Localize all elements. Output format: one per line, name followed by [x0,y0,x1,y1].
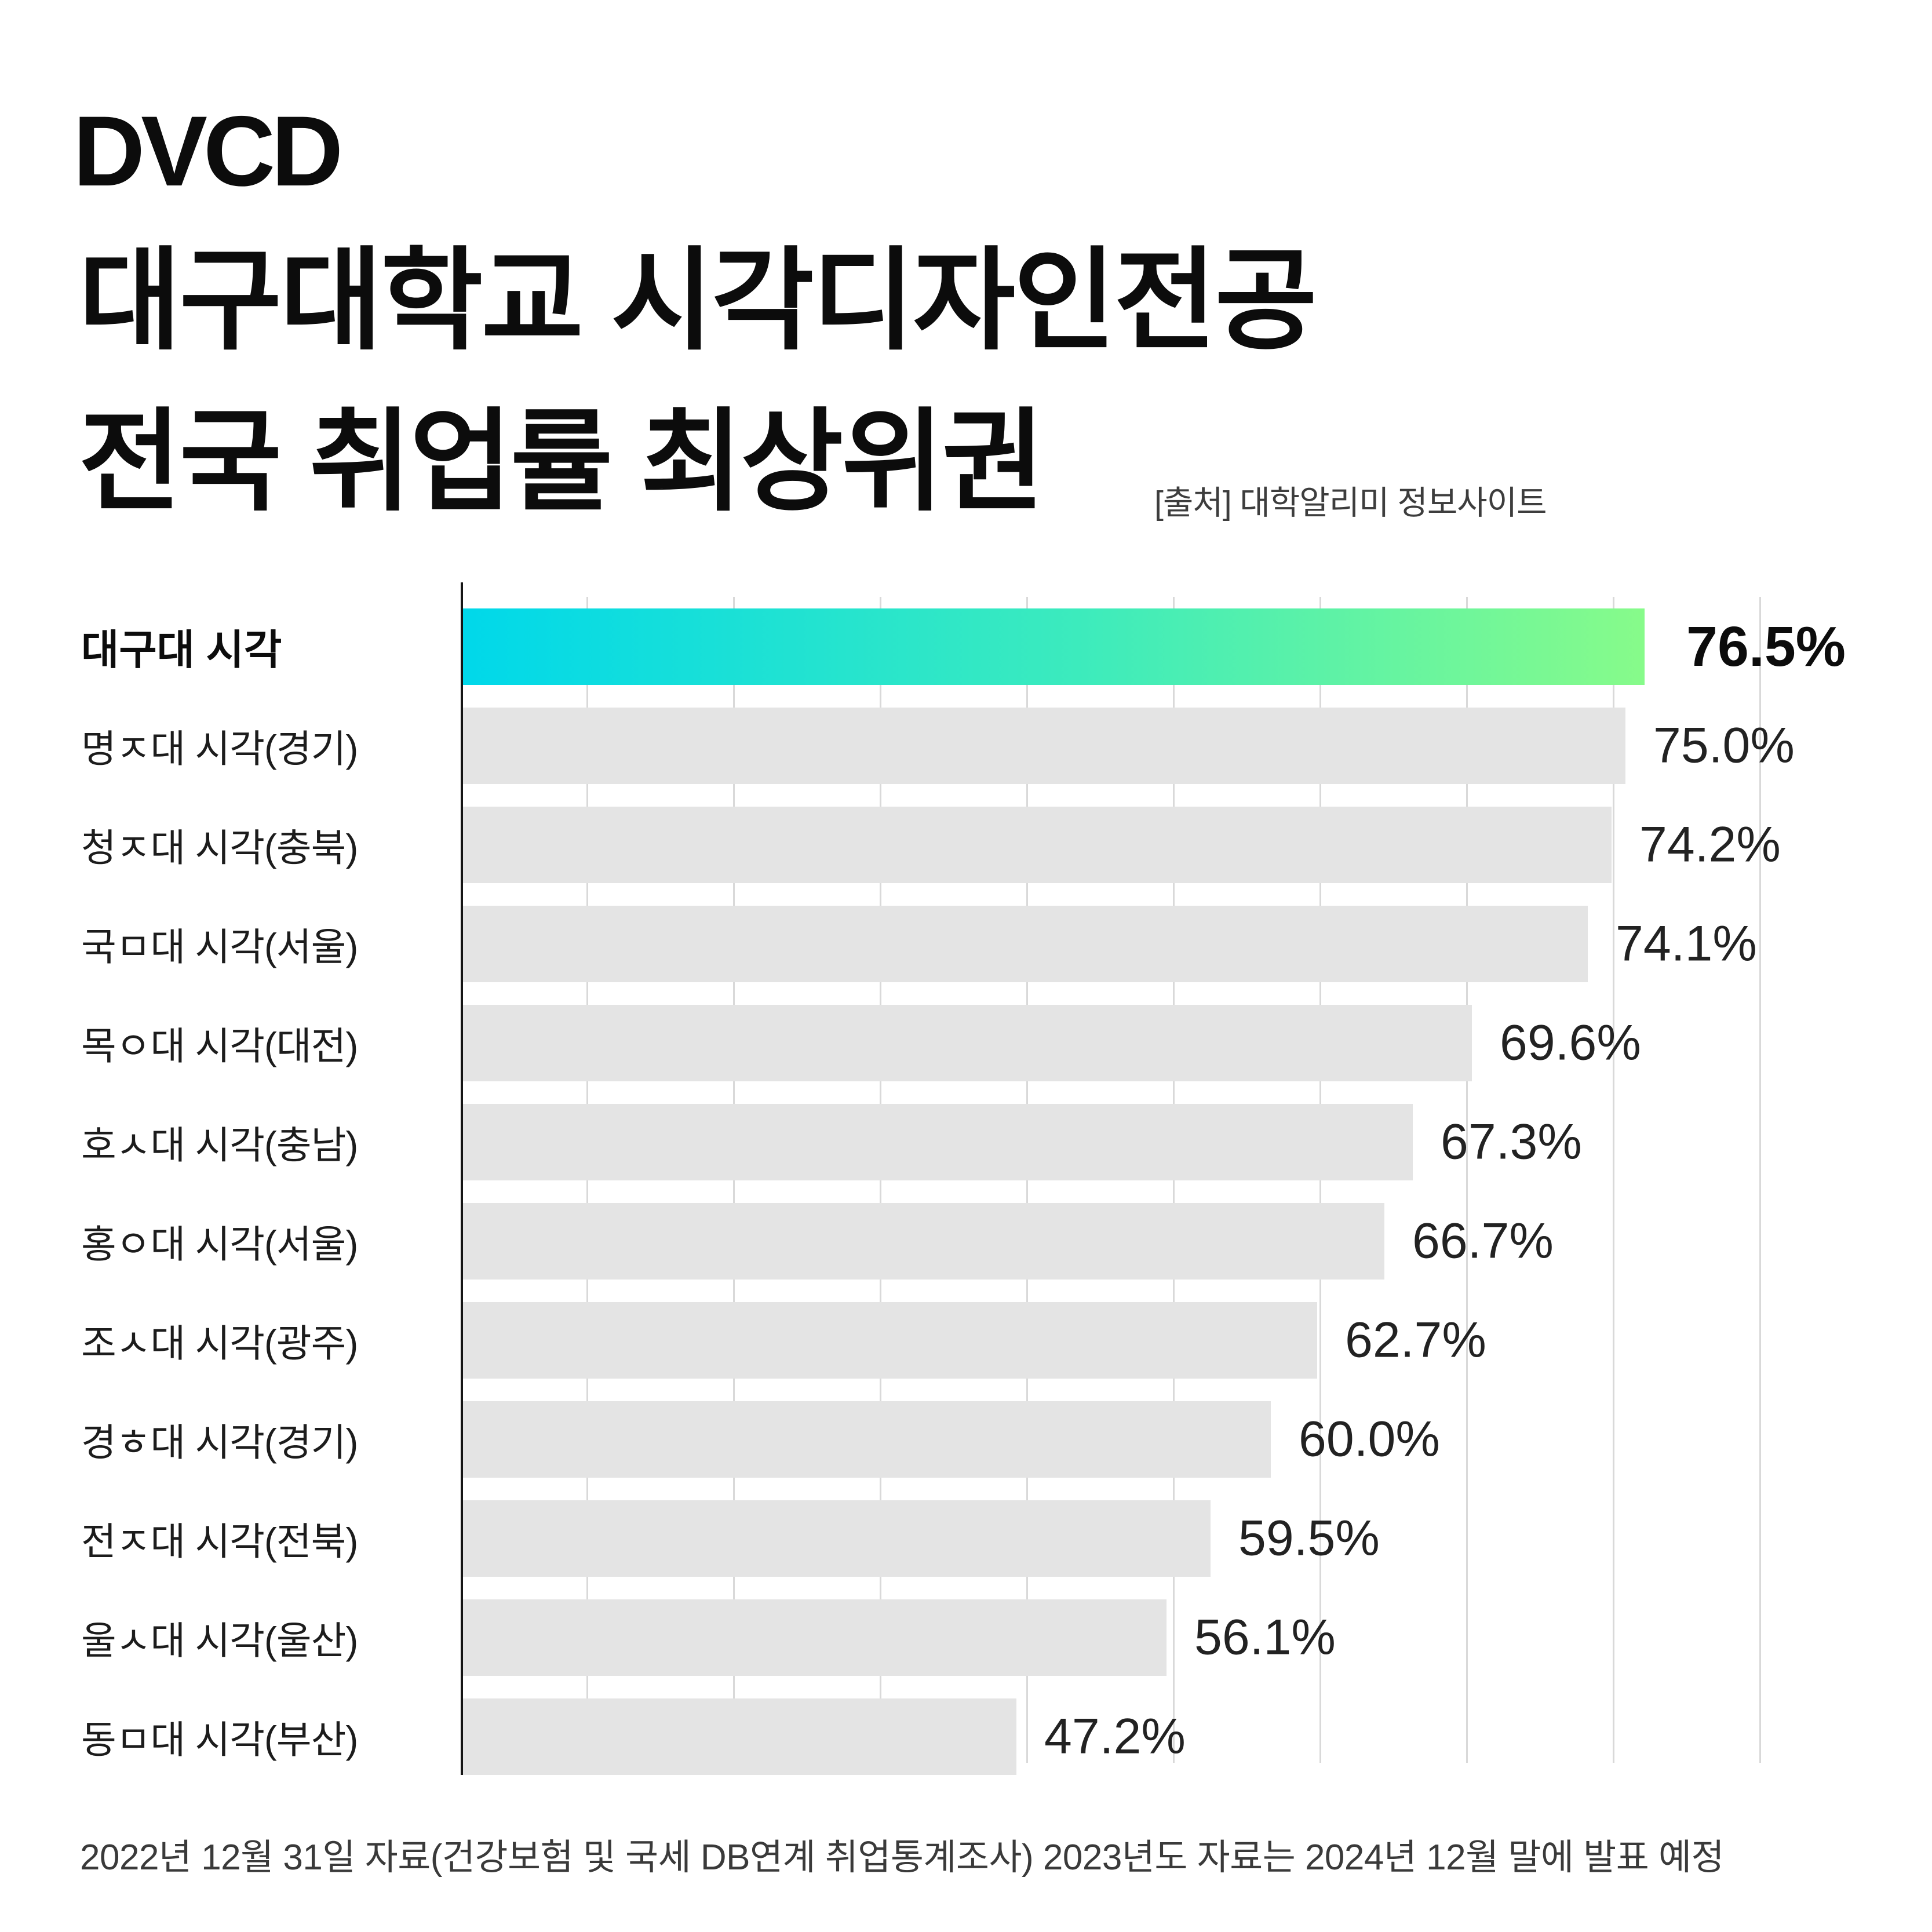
bar-value-label: 60.0% [1299,1411,1440,1467]
bar-row: 전ㅈ대 시각(전북) 59.5% [0,1489,1932,1588]
bar-category-label: 홍ㅇ대 시각(서울) [81,1222,358,1266]
bar-category-label: 국ㅁ대 시각(서울) [81,925,358,968]
y-axis-line [461,582,463,1775]
bar-value-label: 75.0% [1653,717,1795,773]
bar-value-label: 74.1% [1616,916,1757,971]
bar-rows: 대구대 시각 76.5% 명ㅈ대 시각(경기) 75.0% 청ㅈ대 시각(충북) 74.2… [0,597,1932,1786]
bar-value-label: 74.2% [1639,816,1781,872]
bar [462,1103,1413,1180]
bar [462,1302,1317,1379]
bar-row-highlighted: 대구대 시각 76.5% [0,597,1932,696]
bar-category-label: 울ㅅ대 시각(울산) [81,1618,358,1662]
bar-row: 울ㅅ대 시각(울산) 56.1% [0,1588,1932,1687]
employment-rate-bar-chart: 대구대 시각 76.5% 명ㅈ대 시각(경기) 75.0% 청ㅈ대 시각(충북) 74.2… [0,582,1932,1782]
bar-row: 국ㅁ대 시각(서울) 74.1% [0,894,1932,993]
bar-value-label: 76.5% [1686,614,1846,678]
bar-row: 동ㅁ대 시각(부산) 47.2% [0,1687,1932,1786]
bar [462,707,1625,784]
bar-row: 조ㅅ대 시각(광주) 62.7% [0,1291,1932,1390]
bar-category-label: 호ㅅ대 시각(충남) [81,1123,358,1167]
bar-value-label: 69.6% [1500,1015,1641,1070]
bar [462,1004,1472,1081]
bar [462,905,1588,982]
bar-row: 명ㅈ대 시각(경기) 75.0% [0,696,1932,795]
bar-category-label: 동ㅁ대 시각(부산) [81,1718,358,1761]
bar-value-label: 67.3% [1441,1114,1582,1169]
bar [462,806,1612,883]
bar-value-label: 47.2% [1044,1708,1186,1764]
title-line-2: 전국 취업률 최상위권 [79,399,1044,524]
bar [462,1202,1384,1280]
bar [462,1401,1271,1478]
gridline [1466,597,1468,1763]
bar-category-label: 조ㅅ대 시각(광주) [81,1321,358,1365]
bar-row: 경ㅎ대 시각(경기) 60.0% [0,1390,1932,1489]
bar-category-label: 청ㅈ대 시각(충북) [81,826,358,869]
bar-value-label: 59.5% [1238,1510,1380,1566]
bar-category-label: 전ㅈ대 시각(전북) [81,1519,358,1563]
gridline [1759,597,1761,1763]
bar-value-label: 62.7% [1345,1312,1486,1368]
title-line-1: 대구대학교 시각디자인전공 [79,238,1317,363]
footer-note: 2022년 12월 31일 자료(건강보험 및 국세 DB연계 취업통계조사) … [80,1838,1725,1878]
logo: DVCD [73,96,343,207]
bar-row: 홍ㅇ대 시각(서울) 66.7% [0,1191,1932,1291]
bar [462,1500,1211,1577]
bar-highlighted-gradient [462,608,1645,685]
bar-category-label: 경ㅎ대 시각(경기) [81,1420,358,1464]
bar [462,1698,1016,1775]
bar-row: 목ㅇ대 시각(대전) 69.6% [0,993,1932,1092]
bar-row: 청ㅈ대 시각(충북) 74.2% [0,795,1932,894]
bar-category-label: 대구대 시각 [81,627,282,673]
source-note: [출처] 대학알리미 정보사이트 [1154,484,1547,522]
bar-value-label: 56.1% [1194,1609,1336,1665]
bar-row: 호ㅅ대 시각(충남) 67.3% [0,1092,1932,1191]
bar-category-label: 목ㅇ대 시각(대전) [81,1024,358,1067]
bar-category-label: 명ㅈ대 시각(경기) [81,727,358,770]
bar-value-label: 66.7% [1412,1213,1554,1268]
gridline [1613,597,1614,1763]
bar [462,1599,1167,1676]
